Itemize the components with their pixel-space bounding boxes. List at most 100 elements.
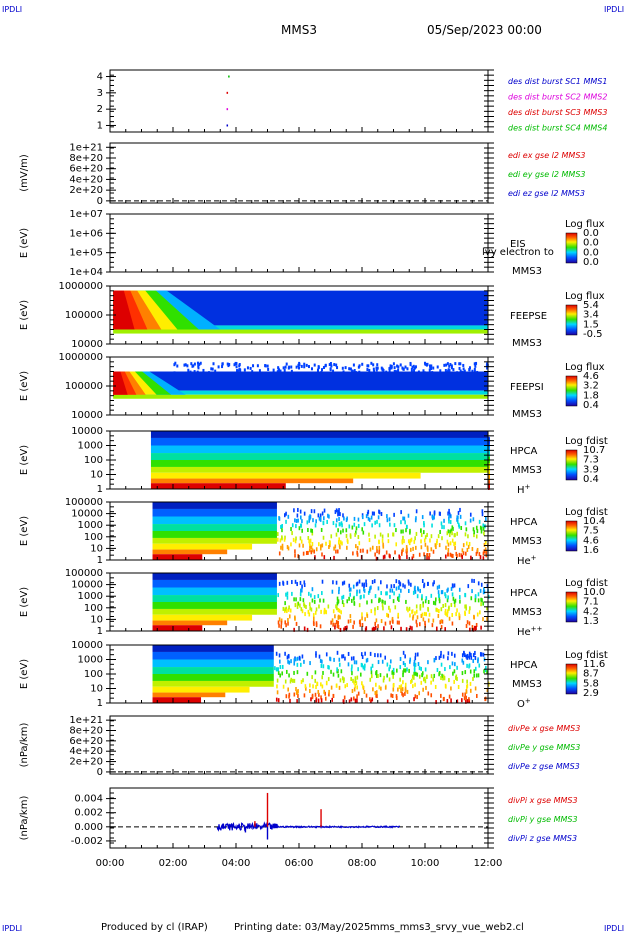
spectrogram-cell	[413, 697, 415, 702]
y-axis-label: E (eV)	[19, 516, 30, 546]
spectrogram-cell	[339, 615, 341, 620]
spectrogram-cell	[480, 529, 483, 534]
spectrogram-cell	[315, 547, 318, 552]
spectrogram-cell	[422, 601, 424, 606]
spectrogram-cell	[483, 549, 485, 554]
spectrogram-cell	[335, 580, 338, 585]
spectrogram-cell	[377, 515, 380, 520]
spectrogram-cell	[333, 363, 336, 367]
spectrogram-cell	[150, 460, 488, 467]
spectrogram-cell	[345, 533, 348, 538]
spectrogram-cell	[192, 364, 195, 368]
spectrogram-cell	[468, 699, 471, 704]
spectrogram-cell	[447, 595, 449, 600]
spectrogram-cell	[303, 602, 305, 607]
spectrogram-cell	[482, 590, 485, 595]
spectrogram-cell	[295, 518, 298, 523]
spectrogram-cell	[416, 652, 419, 657]
spectrogram-cell	[348, 596, 350, 601]
spectrogram-cell	[475, 622, 478, 627]
spectrogram-cell	[480, 582, 483, 587]
spectrogram-cell	[369, 651, 372, 656]
spectrogram-cell	[413, 675, 415, 680]
spectrogram-cell	[414, 656, 417, 661]
panel-frame	[109, 69, 489, 133]
spectrogram-cell	[466, 663, 468, 668]
spectrogram-cell	[423, 523, 425, 528]
spectrogram-cell	[305, 686, 307, 691]
spectrogram-cell	[272, 368, 275, 372]
spectrogram-cell	[308, 518, 310, 523]
spectrogram-cell	[370, 674, 373, 679]
spacecraft-label: MMS3	[512, 607, 542, 618]
spectrogram-cell	[320, 663, 323, 668]
spectrogram-cell	[386, 591, 388, 596]
spectrogram-cell	[453, 542, 455, 547]
spectrogram-cell	[335, 518, 338, 523]
spectrogram-cell	[399, 363, 402, 367]
spectrogram-cell	[197, 366, 200, 370]
spectrogram-cell	[334, 625, 336, 630]
spectrogram-cell	[411, 626, 413, 631]
spectrogram-cell	[423, 538, 426, 543]
spectrogram-cell	[314, 678, 317, 683]
spectrogram-cell	[355, 544, 357, 549]
spectrogram-cell	[478, 663, 481, 668]
spectrogram-cell	[302, 598, 305, 603]
spectrogram-cell	[307, 365, 310, 369]
spectrogram-cell	[352, 624, 354, 629]
spectrogram-cell	[464, 604, 466, 609]
spectrogram-cell	[437, 534, 440, 539]
spectrogram-cell	[386, 514, 388, 519]
spectrogram-cell	[462, 367, 465, 371]
spectrogram-cell	[405, 545, 408, 550]
spectrogram-cell	[252, 364, 255, 368]
spectrogram-cell	[299, 580, 302, 585]
spectrogram-cell	[283, 537, 286, 542]
spectrogram-cell	[444, 627, 447, 632]
spectrogram-cell	[280, 545, 282, 550]
spectrogram-cell	[348, 524, 351, 529]
spectrogram-cell	[369, 677, 372, 682]
spectrogram-cell	[436, 585, 439, 590]
spectrogram-cell	[454, 603, 456, 608]
spectrogram-cell	[449, 520, 452, 525]
spectrogram-cell	[382, 599, 384, 604]
spectrogram-cell	[150, 431, 488, 438]
spectrogram-cell	[420, 666, 422, 671]
panel-hpca_o: 1 10 100 1000 10000 E (eV) Log fdist11.68.75.8…	[19, 640, 608, 710]
spectrogram-cell	[365, 658, 368, 663]
y-tick-label: 100000	[65, 381, 103, 392]
spectrogram-cell	[448, 369, 451, 373]
spectrogram-cell	[334, 509, 337, 514]
spectrogram-cell	[446, 539, 449, 544]
spectrogram-cell	[438, 672, 440, 677]
spectrogram-cell	[337, 608, 340, 613]
spectrogram-cell	[398, 593, 401, 598]
spectrogram-cell	[293, 692, 296, 697]
spectrogram-cell	[408, 581, 410, 586]
spacecraft-label: MMS3	[512, 338, 542, 349]
spectrogram-cell	[310, 367, 313, 371]
legend-entry: divPi z gse MMS3	[508, 834, 577, 843]
spectrogram-cell	[421, 673, 423, 678]
spectrogram-cell	[446, 613, 449, 618]
spectrogram-cell	[150, 466, 488, 473]
spectrogram-cell	[486, 584, 489, 589]
spectrogram-cell	[152, 587, 277, 596]
y-tick-label: 1000000	[58, 352, 103, 363]
spectrogram-cell	[152, 620, 228, 626]
spectrogram-cell	[448, 364, 451, 368]
spectrogram-cell	[323, 610, 326, 615]
spectrogram-cell	[368, 588, 371, 593]
spectrogram-cell	[424, 542, 427, 547]
spectrogram-cell	[444, 608, 447, 613]
spectrogram-cell	[372, 687, 374, 692]
spectrogram-cell	[443, 518, 445, 523]
spectrogram-cell	[450, 686, 452, 691]
spectrogram-cell	[287, 654, 290, 659]
spectrogram-cell	[432, 366, 435, 370]
spectrogram-cell	[404, 662, 406, 667]
spectrogram-cell	[430, 547, 433, 552]
spectrogram-cell	[451, 612, 454, 617]
